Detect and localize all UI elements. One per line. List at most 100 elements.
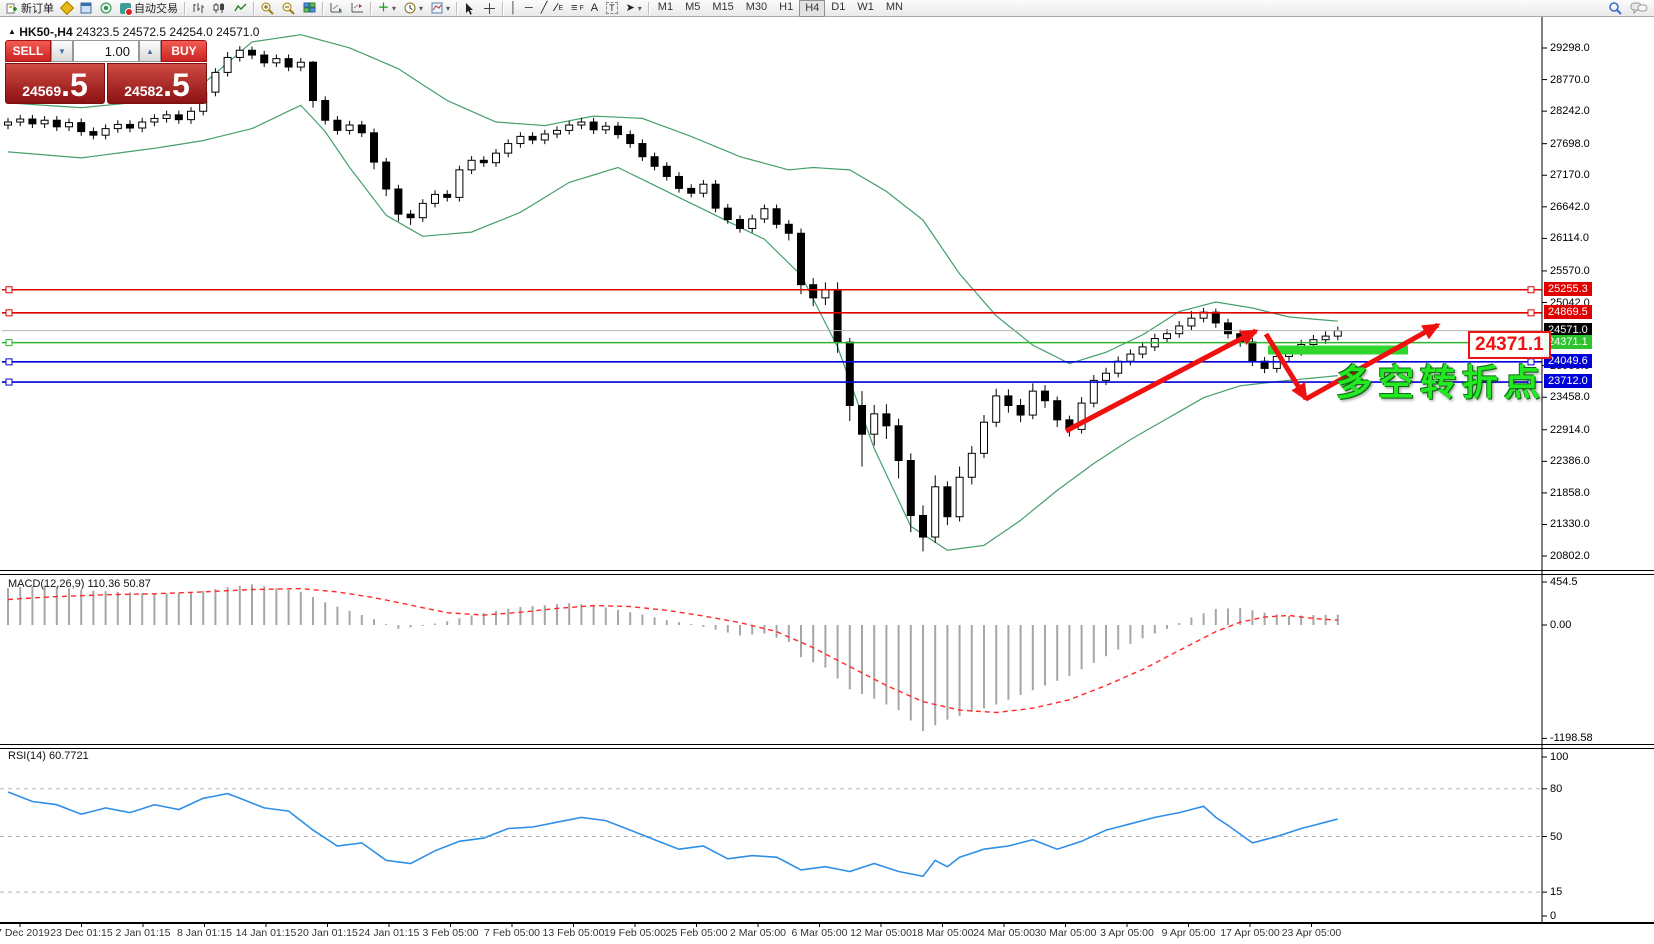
auto-scroll-button[interactable] <box>326 1 347 16</box>
candle-body <box>1077 402 1086 430</box>
text-label-tool[interactable]: T <box>602 1 622 16</box>
timeframe-button-m1[interactable]: M1 <box>657 1 674 13</box>
trend-arrow[interactable] <box>1064 328 1259 434</box>
bar-chart-button[interactable] <box>188 1 209 16</box>
candle-body <box>784 223 793 234</box>
crosshair-icon <box>484 2 496 14</box>
panel-separator-macd-rsi[interactable] <box>0 744 1654 749</box>
candle-body <box>955 476 964 518</box>
line-handle[interactable] <box>1527 286 1535 294</box>
cursor-tool-button[interactable] <box>460 1 479 16</box>
volume-input[interactable]: 1.00 <box>73 40 139 62</box>
data-window-button[interactable] <box>76 1 96 16</box>
templates-button[interactable]: ▾ <box>427 1 454 16</box>
spinner-down-icon: ▼ <box>58 46 66 56</box>
timeframe-button-m15[interactable]: M15 <box>712 1 734 13</box>
volume-increase-button[interactable]: ▲ <box>139 40 161 62</box>
time-axis-label: 19 Feb 05:00 <box>604 927 666 939</box>
auto-trading-button[interactable]: 自动交易 <box>116 1 182 16</box>
candle-body <box>833 288 842 343</box>
timeframe-button-m30[interactable]: M30 <box>745 1 768 13</box>
line-chart-button[interactable] <box>230 1 251 16</box>
candle-body <box>626 134 635 145</box>
label-icon: T <box>606 2 618 14</box>
candle-body <box>906 460 915 517</box>
fibonacci-tool[interactable]: ≡ F <box>571 1 584 14</box>
timeframe-button-mn[interactable]: MN <box>885 1 903 13</box>
arrows-tool[interactable]: ➤ ▾ <box>622 1 646 16</box>
price-callout-label[interactable]: 24371.1 <box>1468 331 1551 359</box>
line-handle[interactable] <box>1527 378 1535 386</box>
timeframe-button-m5[interactable]: M5 <box>685 1 701 13</box>
candle-body <box>382 161 391 190</box>
line-handle[interactable] <box>5 309 13 317</box>
zoom-in-icon <box>261 2 274 15</box>
indicators-button[interactable]: ＋ ▾ <box>374 1 400 16</box>
arrow-stamp-icon: ➤ <box>625 1 635 14</box>
bollinger-lower-band[interactable] <box>7 104 1338 551</box>
one-click-trade-panel: SELL ▼ 1.00 ▲ BUY 24569.5 24582.5 <box>5 40 207 104</box>
market-watch-button[interactable] <box>58 0 76 16</box>
line-handle[interactable] <box>5 378 13 386</box>
rsi-scale-label: 80 <box>1550 783 1563 795</box>
price-axis-tick-label: 26642.0 <box>1550 201 1590 213</box>
ask-price-pips: .5 <box>163 67 190 103</box>
search-button[interactable] <box>1604 1 1626 16</box>
bid-price-display[interactable]: 24569.5 <box>5 63 105 104</box>
zoom-out-button[interactable] <box>278 1 299 16</box>
zoom-in-button[interactable] <box>257 1 278 16</box>
chinese-annotation[interactable]: 多空转折点 <box>1336 362 1547 403</box>
horizontal-line-tool[interactable]: ─ <box>524 1 533 14</box>
volume-decrease-button[interactable]: ▼ <box>51 40 73 62</box>
candle-body <box>1004 395 1013 406</box>
ask-price-display[interactable]: 24582.5 <box>107 63 207 104</box>
vertical-line-tool[interactable]: │ <box>510 1 517 14</box>
auto-scroll-icon <box>330 3 342 13</box>
candle-body <box>345 124 354 131</box>
chart-shift-button[interactable] <box>347 1 368 16</box>
candle-body <box>736 219 744 229</box>
text-tool[interactable]: A <box>590 1 599 14</box>
green-highlight-band[interactable] <box>1268 345 1408 355</box>
timeframe-button-w1[interactable]: W1 <box>857 1 874 13</box>
buy-button[interactable]: BUY <box>161 40 207 62</box>
sell-button[interactable]: SELL <box>5 40 51 62</box>
line-handle[interactable] <box>5 358 13 366</box>
candle-body <box>455 169 464 198</box>
new-order-button[interactable]: 新订单 <box>2 1 58 16</box>
line-handle[interactable] <box>5 286 13 294</box>
collapse-triangle-icon[interactable]: ▲ <box>8 27 16 36</box>
channel-tool[interactable]: ∕∕E <box>555 2 564 13</box>
price-axis-tick-label: 20802.0 <box>1550 550 1590 562</box>
crosshair-tool-button[interactable] <box>479 1 500 16</box>
trend-arrow[interactable] <box>1304 322 1441 402</box>
panel-separator-main-macd[interactable] <box>0 570 1654 575</box>
periods-button[interactable]: ▾ <box>400 1 427 16</box>
rsi-bottom-border <box>0 922 1654 924</box>
candle-body <box>821 288 830 299</box>
trendline-tool[interactable]: ╱ <box>540 1 548 14</box>
candlestick-chart-button[interactable] <box>209 1 230 16</box>
candle-body <box>1248 341 1257 362</box>
navigator-button[interactable] <box>96 1 116 16</box>
tile-windows-button[interactable] <box>299 1 320 16</box>
new-order-icon <box>6 3 17 14</box>
timeframe-button-d1[interactable]: D1 <box>831 1 846 13</box>
timeframe-button-h1[interactable]: H1 <box>779 1 794 13</box>
candle-body <box>1175 325 1184 335</box>
bollinger-upper-band[interactable] <box>7 34 1338 365</box>
line-handle[interactable] <box>1527 309 1535 317</box>
candle-body <box>662 165 671 177</box>
candle-body <box>52 119 61 128</box>
candle-body <box>65 122 73 128</box>
cursor-icon <box>466 2 474 15</box>
chat-button[interactable] <box>1626 1 1652 16</box>
candle-body <box>479 159 488 164</box>
timeframe-button-h4[interactable]: H4 <box>799 0 826 17</box>
candle-body <box>919 515 927 538</box>
macd-signal-line <box>7 587 1338 714</box>
line-handle[interactable] <box>5 339 13 347</box>
candle-body <box>992 395 1001 423</box>
trend-arrow[interactable] <box>1263 332 1309 402</box>
